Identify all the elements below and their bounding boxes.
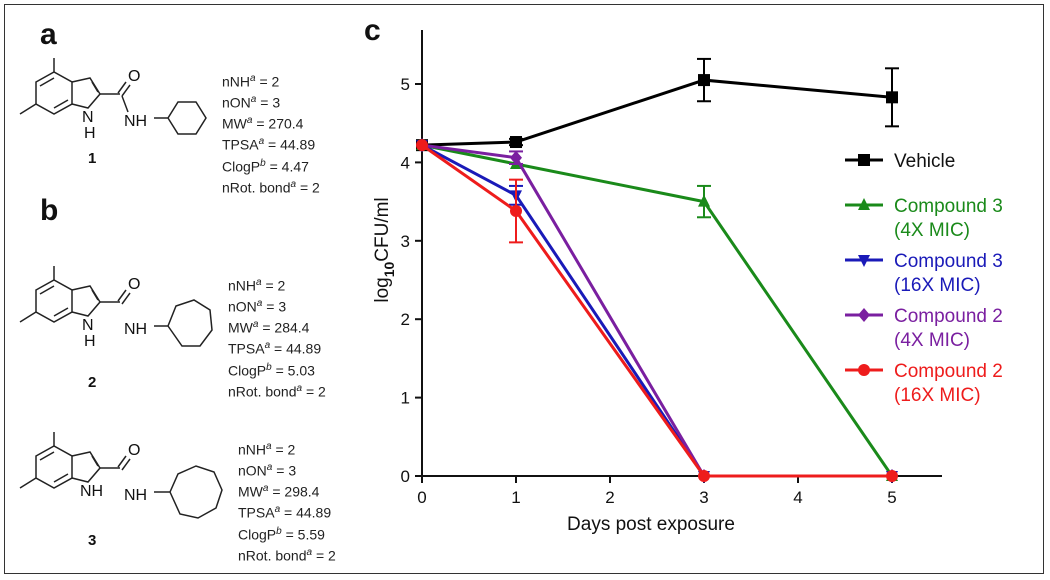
legend-label: Compound 2 <box>894 361 1003 382</box>
chart-legend: Vehicle Compound 3 (4X MIC) Compound 3 (16X … <box>845 151 1003 406</box>
y-tick-label: 4 <box>401 153 410 172</box>
compound-label-1: 1 <box>88 150 97 167</box>
panel-label-b: b <box>40 194 59 227</box>
chart-axes: 0 1 2 3 4 5 0 1 2 3 4 5 <box>401 30 942 507</box>
figure-frame <box>4 4 1044 574</box>
y-tick-label: 5 <box>401 75 410 94</box>
x-tick-label: 1 <box>511 488 520 507</box>
oxygen-label: O <box>128 442 140 459</box>
data-point-diamond <box>510 150 522 165</box>
properties-compound-3: nNHa = 2 nONa = 3 MWa = 298.4 TPSAa = 44.89… <box>238 438 336 565</box>
oxygen-label: O <box>128 276 140 293</box>
x-tick-label: 4 <box>793 488 802 507</box>
indole-n-label: N <box>82 109 94 126</box>
y-tick-label: 2 <box>401 310 410 329</box>
data-point-circle <box>510 205 522 218</box>
y-tick-label: 3 <box>401 232 410 251</box>
data-point-triangle-down <box>858 255 870 267</box>
property-line: MWa = 284.4 <box>228 319 310 336</box>
property-line: nONa = 3 <box>222 94 281 111</box>
property-line: MWa = 298.4 <box>238 483 320 500</box>
structure-compound-2: O NH N H <box>19 266 213 350</box>
legend-label-sub: (4X MIC) <box>894 330 970 351</box>
compound-label-2: 2 <box>88 374 97 391</box>
series-line <box>421 78 893 147</box>
panel-label-a: a <box>40 18 57 51</box>
x-tick-label: 2 <box>605 488 614 507</box>
property-line: ClogPb = 5.03 <box>228 361 315 379</box>
legend-item-2: Compound 3 (16X MIC) <box>845 251 1003 296</box>
amide-nh-label: NH <box>124 487 147 504</box>
series-0 <box>416 57 899 152</box>
legend-label-sub: (16X MIC) <box>894 385 981 406</box>
property-line: nNHa = 2 <box>238 441 296 458</box>
data-point-square <box>886 91 898 104</box>
data-point-square <box>698 74 710 87</box>
legend-label-sub: (16X MIC) <box>894 275 981 296</box>
series-4 <box>416 139 898 482</box>
data-point-circle <box>858 364 870 376</box>
property-line: TPSAa = 44.89 <box>222 136 316 154</box>
x-tick-label: 3 <box>699 488 708 507</box>
property-line: nRot. bonda = 2 <box>238 546 336 564</box>
properties-compound-1: nNHa = 2 nONa = 3 MWa = 270.4 TPSAa = 44.89… <box>222 70 320 197</box>
property-line: ClogPb = 4.47 <box>222 157 309 175</box>
data-point-diamond <box>858 308 870 322</box>
properties-compound-2: nNHa = 2 nONa = 3 MWa = 284.4 TPSAa = 44.89… <box>228 274 326 401</box>
y-tick-label: 0 <box>401 467 410 486</box>
property-line: nRot. bonda = 2 <box>222 178 320 196</box>
data-point-square <box>510 136 522 149</box>
legend-item-3: Compound 2 (4X MIC) <box>845 306 1003 351</box>
amide-nh-label: NH <box>124 113 147 130</box>
property-line: nONa = 3 <box>238 462 297 479</box>
data-point-circle <box>698 470 710 482</box>
series-line <box>421 143 892 478</box>
data-point-circle <box>886 470 898 482</box>
data-point-square <box>858 154 870 166</box>
legend-item-0: Vehicle <box>845 151 955 172</box>
data-point-triangle <box>698 194 710 207</box>
indole-n-label: N <box>82 317 94 334</box>
structure-compound-3: O NH NH <box>19 432 223 519</box>
chart-series <box>416 57 899 483</box>
legend-label: Compound 3 <box>894 196 1003 217</box>
indole-nh-label: NH <box>80 483 103 500</box>
structure-compound-1: O NH N H <box>19 58 207 142</box>
indole-h-label: H <box>84 333 96 350</box>
compound-label-3: 3 <box>88 532 97 549</box>
legend-item-4: Compound 2 (16X MIC) <box>845 361 1003 406</box>
amide-nh-label: NH <box>124 321 147 338</box>
legend-label: Vehicle <box>894 151 955 172</box>
series-1 <box>416 138 898 481</box>
panel-label-c: c <box>364 14 381 47</box>
legend-label-sub: (4X MIC) <box>894 220 970 241</box>
legend-item-1: Compound 3 (4X MIC) <box>845 196 1003 241</box>
y-axis-label: log10CFU/ml <box>372 197 397 302</box>
legend-label: Compound 2 <box>894 306 1003 327</box>
property-line: nNHa = 2 <box>228 277 286 294</box>
y-tick-label: 1 <box>401 389 410 408</box>
property-line: ClogPb = 5.59 <box>238 525 325 543</box>
legend-label: Compound 3 <box>894 251 1003 272</box>
property-line: nONa = 3 <box>228 298 287 315</box>
data-point-circle <box>416 139 428 152</box>
property-line: nNHa = 2 <box>222 73 280 90</box>
x-tick-label: 5 <box>887 488 896 507</box>
data-point-triangle <box>858 198 870 210</box>
indole-h-label: H <box>84 125 96 142</box>
oxygen-label: O <box>128 68 140 85</box>
series-line <box>421 143 894 477</box>
x-tick-label: 0 <box>417 488 426 507</box>
property-line: nRot. bonda = 2 <box>228 382 326 400</box>
property-line: MWa = 270.4 <box>222 115 304 132</box>
x-axis-label: Days post exposure <box>567 514 735 535</box>
property-line: TPSAa = 44.89 <box>228 340 322 358</box>
property-line: TPSAa = 44.89 <box>238 504 332 522</box>
